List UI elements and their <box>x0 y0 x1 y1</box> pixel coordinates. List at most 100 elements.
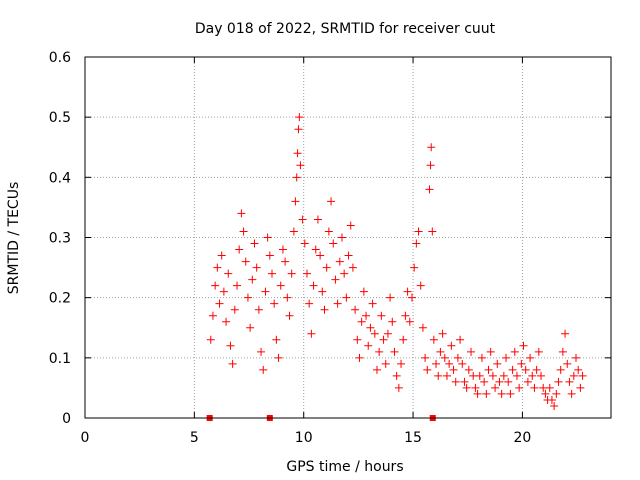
data-point <box>327 197 336 206</box>
data-point <box>458 359 467 368</box>
data-point <box>523 377 532 386</box>
data-point <box>432 359 441 368</box>
data-point <box>449 365 458 374</box>
data-point <box>428 227 437 236</box>
data-point <box>272 335 281 344</box>
data-point <box>239 227 248 236</box>
data-point <box>534 347 543 356</box>
y-tick-label: 0.5 <box>49 110 71 126</box>
data-point <box>320 305 329 314</box>
data-point <box>375 347 384 356</box>
data-point <box>390 347 399 356</box>
data-point <box>292 173 301 182</box>
data-point <box>254 305 263 314</box>
data-point <box>335 257 344 266</box>
data-point <box>517 359 526 368</box>
data-points <box>206 113 587 421</box>
data-point <box>530 383 539 392</box>
data-point <box>379 335 388 344</box>
y-tick-label: 0.3 <box>49 231 71 247</box>
data-point <box>558 347 567 356</box>
data-point <box>298 215 307 224</box>
data-point <box>442 371 451 380</box>
x-tick-labels: 0 5 10 15 20 <box>81 430 532 446</box>
data-point <box>329 239 338 248</box>
data-point <box>569 371 578 380</box>
data-point <box>370 329 379 338</box>
data-point <box>257 347 266 356</box>
data-point <box>521 365 530 374</box>
data-point <box>475 371 484 380</box>
data-point <box>213 263 222 272</box>
data-point <box>541 389 550 398</box>
y-tick-label: 0.1 <box>49 351 71 367</box>
data-point <box>447 341 456 350</box>
data-point <box>362 311 371 320</box>
data-point <box>502 353 511 362</box>
y-tick-label: 0 <box>62 411 71 427</box>
data-point <box>410 263 419 272</box>
data-point <box>563 359 572 368</box>
data-point <box>206 335 215 344</box>
data-point <box>547 395 556 404</box>
data-point <box>397 359 406 368</box>
data-point <box>576 383 585 392</box>
data-point <box>460 377 469 386</box>
data-point <box>235 245 244 254</box>
data-point <box>493 359 502 368</box>
x-tick-label: 15 <box>404 430 422 446</box>
data-point <box>274 353 283 362</box>
data-point <box>532 365 541 374</box>
data-point <box>572 353 581 362</box>
data-point <box>421 353 430 362</box>
data-point <box>426 161 435 170</box>
y-axis-label: SRMTID / TECUs <box>6 182 22 295</box>
data-point <box>381 359 390 368</box>
data-point <box>287 269 296 278</box>
data-point <box>488 371 497 380</box>
data-point <box>250 239 259 248</box>
data-point <box>565 377 574 386</box>
data-point <box>467 347 476 356</box>
data-point <box>416 281 425 290</box>
data-point <box>412 239 421 248</box>
data-point <box>309 281 318 290</box>
data-point <box>425 185 434 194</box>
data-point <box>561 329 570 338</box>
x-tick-label: 10 <box>295 430 313 446</box>
data-point <box>372 365 381 374</box>
data-point <box>436 347 445 356</box>
data-point <box>351 305 360 314</box>
data-point <box>462 383 471 392</box>
data-point <box>233 281 242 290</box>
data-point <box>263 233 272 242</box>
data-point <box>322 263 331 272</box>
data-point <box>377 311 386 320</box>
data-point <box>313 215 322 224</box>
data-point <box>305 299 314 308</box>
data-point <box>267 269 276 278</box>
data-point <box>340 269 349 278</box>
data-point <box>434 371 443 380</box>
data-point <box>291 197 300 206</box>
data-point <box>508 365 517 374</box>
data-point <box>440 353 449 362</box>
data-point <box>246 323 255 332</box>
data-point <box>403 287 412 296</box>
data-point <box>346 221 355 230</box>
data-point <box>506 389 515 398</box>
y-tick-label: 0.4 <box>49 170 71 186</box>
data-point <box>510 347 519 356</box>
data-point <box>491 383 500 392</box>
data-point <box>359 287 368 296</box>
data-point <box>307 329 316 338</box>
data-point <box>348 263 357 272</box>
data-point <box>554 377 563 386</box>
data-point <box>480 377 489 386</box>
data-point <box>515 383 524 392</box>
data-point <box>388 317 397 326</box>
data-point <box>407 293 416 302</box>
data-point <box>477 353 486 362</box>
data-point <box>456 335 465 344</box>
